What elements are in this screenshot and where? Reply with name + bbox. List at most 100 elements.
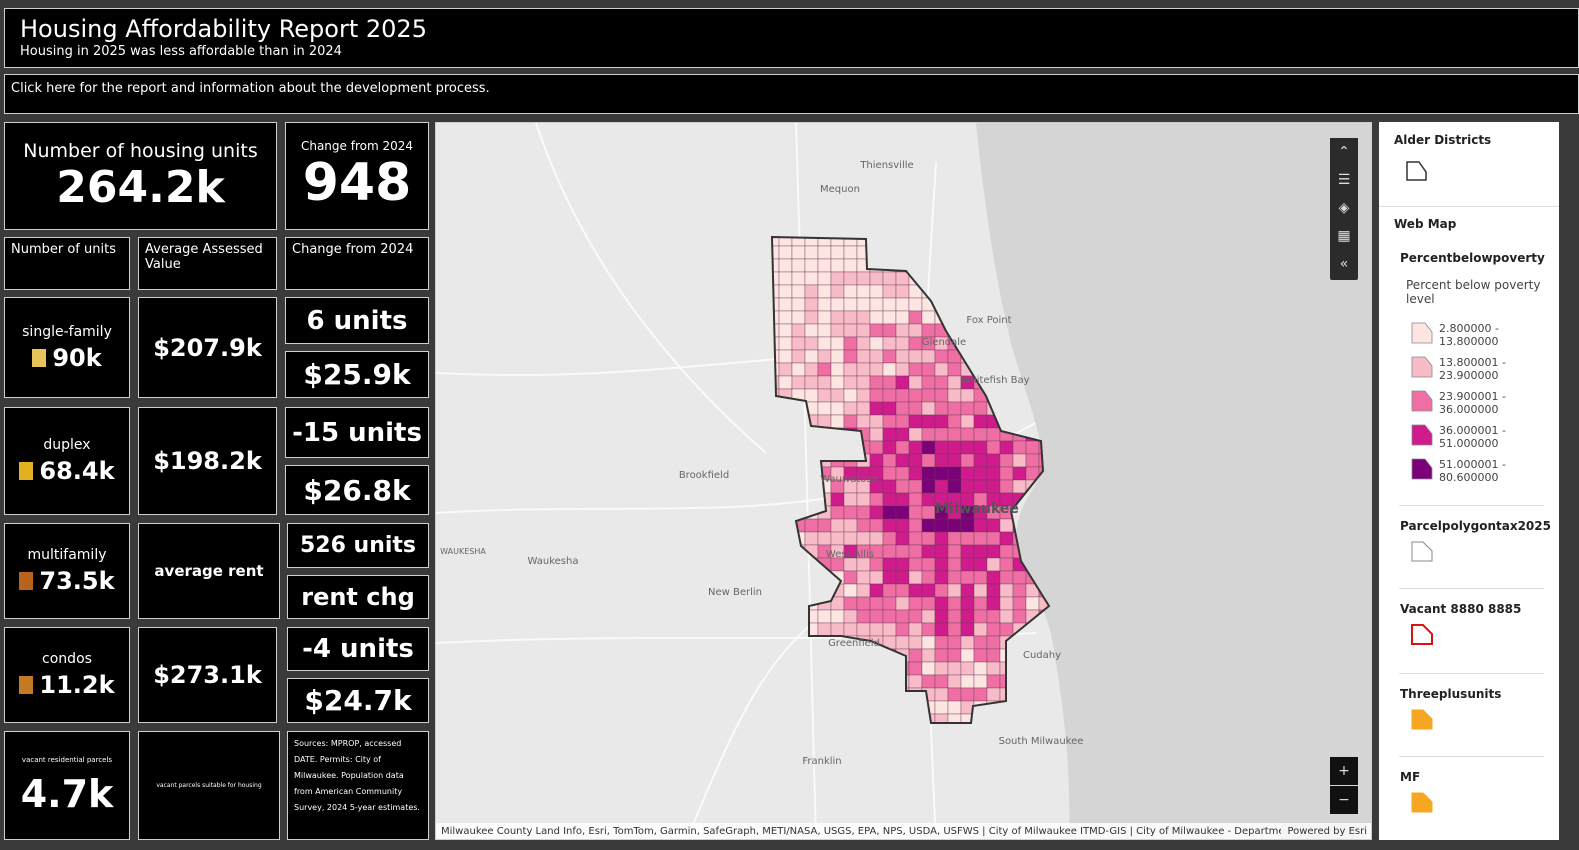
swatch-shape — [1411, 424, 1433, 446]
collapse-button[interactable]: ⌃ — [1330, 138, 1358, 166]
link-text[interactable]: Click here for the report and informatio… — [11, 81, 490, 96]
tract — [960, 609, 975, 624]
layer-icon — [1411, 792, 1433, 813]
tract — [921, 531, 936, 546]
tract — [817, 297, 832, 312]
assessed-value: $198.2k — [153, 447, 262, 475]
legend-button[interactable]: ☰ — [1330, 166, 1358, 194]
tract — [778, 661, 793, 676]
tract — [908, 466, 923, 481]
tract — [791, 297, 806, 312]
zoom-out[interactable]: − — [1330, 786, 1358, 814]
tract — [934, 531, 949, 546]
expand-button[interactable]: « — [1330, 250, 1358, 278]
tract — [778, 388, 793, 403]
tract — [908, 661, 923, 676]
tract — [843, 609, 858, 624]
tract — [960, 414, 975, 429]
tract — [895, 583, 910, 598]
tract — [908, 609, 923, 624]
tract — [921, 622, 936, 637]
tract — [830, 674, 845, 689]
separator — [1399, 505, 1544, 506]
tract — [856, 596, 871, 611]
tract — [869, 310, 884, 325]
report-link[interactable]: Click here for the report and informatio… — [4, 74, 1579, 114]
type-count-line: 73.5k — [19, 567, 115, 595]
tract — [895, 349, 910, 364]
layer-title: Percentbelowpoverty — [1400, 251, 1545, 265]
tract — [973, 284, 988, 299]
tract — [804, 518, 819, 533]
tract — [1012, 453, 1027, 468]
tract — [960, 544, 975, 559]
tract — [856, 271, 871, 286]
legend-swatch — [1411, 390, 1433, 412]
tract — [947, 271, 962, 286]
tract — [817, 336, 832, 351]
value-change: $24.7k — [304, 684, 412, 717]
tract — [882, 466, 897, 481]
tract — [856, 661, 871, 676]
zoom-in[interactable]: + — [1330, 757, 1358, 785]
tract — [960, 349, 975, 364]
tract — [843, 349, 858, 364]
tract — [882, 479, 897, 494]
tract — [986, 713, 1001, 723]
units-card: Number of housing units 264.2k — [4, 122, 277, 230]
tract — [1038, 635, 1049, 650]
tract — [973, 674, 988, 689]
tract — [791, 713, 806, 723]
tract — [856, 674, 871, 689]
icon-shape — [1411, 792, 1433, 813]
tract — [817, 440, 832, 455]
tract — [830, 414, 845, 429]
tract — [1012, 570, 1027, 585]
tract — [960, 401, 975, 416]
tract — [895, 700, 910, 715]
qr-button[interactable]: ▦ — [1330, 222, 1358, 250]
tract — [1012, 583, 1027, 598]
tract — [1025, 635, 1040, 650]
tract — [895, 271, 910, 286]
tract — [817, 570, 832, 585]
unit-change: -4 units — [302, 634, 414, 664]
map[interactable]: Thiensville Mequon Fox Point Glendale Whitef… — [435, 122, 1372, 840]
tract — [947, 323, 962, 338]
legend-swatch — [1411, 322, 1433, 344]
tract — [934, 427, 949, 442]
tract — [778, 583, 793, 598]
icon-shape — [1411, 624, 1433, 645]
tract — [908, 700, 923, 715]
tract — [791, 570, 806, 585]
tract — [817, 700, 832, 715]
tract — [999, 388, 1014, 403]
tract — [869, 336, 884, 351]
place-label: Franklin — [802, 756, 841, 767]
tract — [791, 375, 806, 390]
tract — [772, 375, 780, 390]
tract — [960, 687, 975, 702]
tract — [817, 401, 832, 416]
value-card: $207.9k — [138, 297, 277, 398]
tract — [908, 531, 923, 546]
tract — [791, 284, 806, 299]
layers-button[interactable]: ◈ — [1330, 194, 1358, 222]
tract — [778, 362, 793, 377]
layer-title: Threeplusunits — [1400, 687, 1502, 701]
tract — [1012, 479, 1027, 494]
tract — [791, 466, 806, 481]
tract — [817, 622, 832, 637]
tract — [869, 440, 884, 455]
tract — [999, 713, 1014, 723]
tract — [895, 635, 910, 650]
tract — [830, 609, 845, 624]
tract — [960, 245, 975, 260]
tract — [882, 237, 897, 247]
tract — [973, 414, 988, 429]
tract — [778, 271, 793, 286]
tract — [843, 661, 858, 676]
tract — [947, 466, 962, 481]
tract — [895, 557, 910, 572]
roads — [436, 123, 1037, 839]
